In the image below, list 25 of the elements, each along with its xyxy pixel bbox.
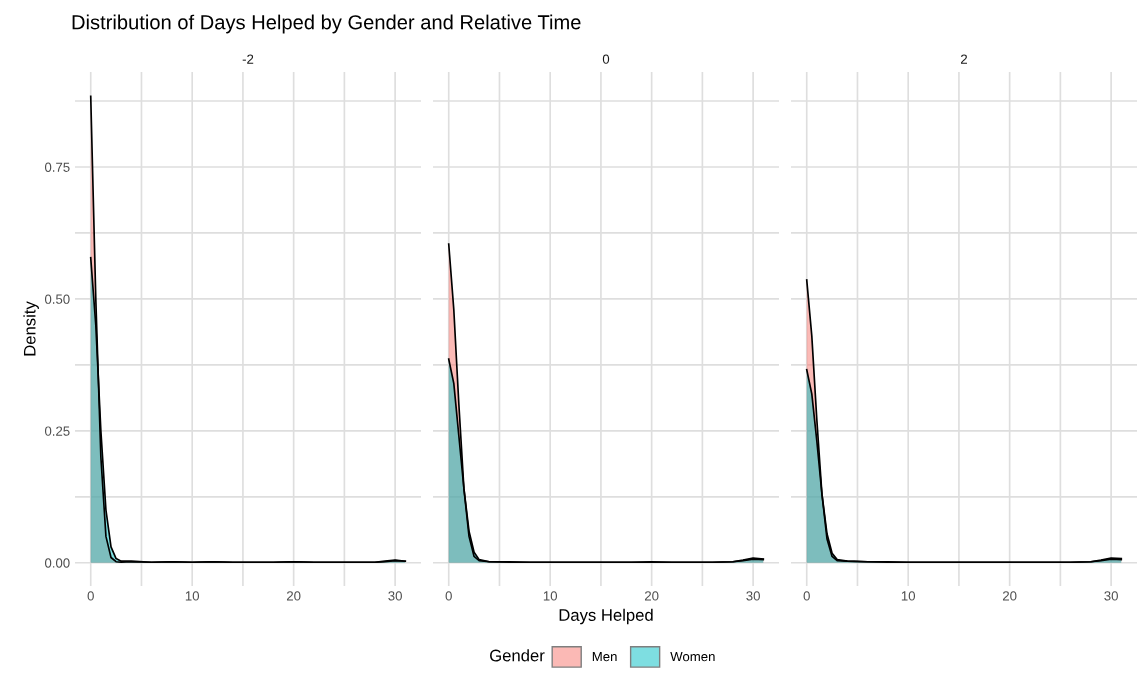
y-tick-label: 0.25 bbox=[44, 426, 70, 436]
y-tick-label: 0.00 bbox=[44, 558, 70, 568]
y-tick-label: 0.75 bbox=[44, 162, 70, 172]
x-axis-title: Days Helped bbox=[559, 608, 653, 625]
legend-label: Women bbox=[670, 652, 715, 662]
y-axis-title: Density bbox=[23, 301, 39, 356]
x-tick-label: 20 bbox=[644, 591, 659, 601]
x-tick-label: 30 bbox=[388, 591, 402, 601]
x-tick-label: 20 bbox=[1002, 591, 1017, 601]
x-tick-label: 0 bbox=[87, 591, 94, 601]
legend-label: Men bbox=[592, 652, 617, 662]
y-tick-label: 0.50 bbox=[44, 294, 70, 304]
chart-subtitle: 2 bbox=[961, 54, 968, 64]
x-tick-label: 20 bbox=[286, 591, 301, 601]
legend-title: Gender bbox=[490, 649, 545, 662]
chart-subtitle: 0 bbox=[602, 54, 610, 64]
chart-title: Distribution of Days Helped by Gender and Relative Time bbox=[72, 14, 581, 34]
x-tick-label: 30 bbox=[746, 591, 760, 601]
chart-subtitle: -2 bbox=[242, 54, 254, 64]
x-tick-label: 10 bbox=[185, 591, 200, 601]
x-tick-label: 10 bbox=[901, 591, 916, 601]
x-tick-label: 10 bbox=[543, 591, 558, 601]
x-tick-label: 0 bbox=[445, 591, 452, 601]
x-tick-label: 30 bbox=[1104, 591, 1118, 601]
x-tick-label: 0 bbox=[803, 591, 810, 601]
